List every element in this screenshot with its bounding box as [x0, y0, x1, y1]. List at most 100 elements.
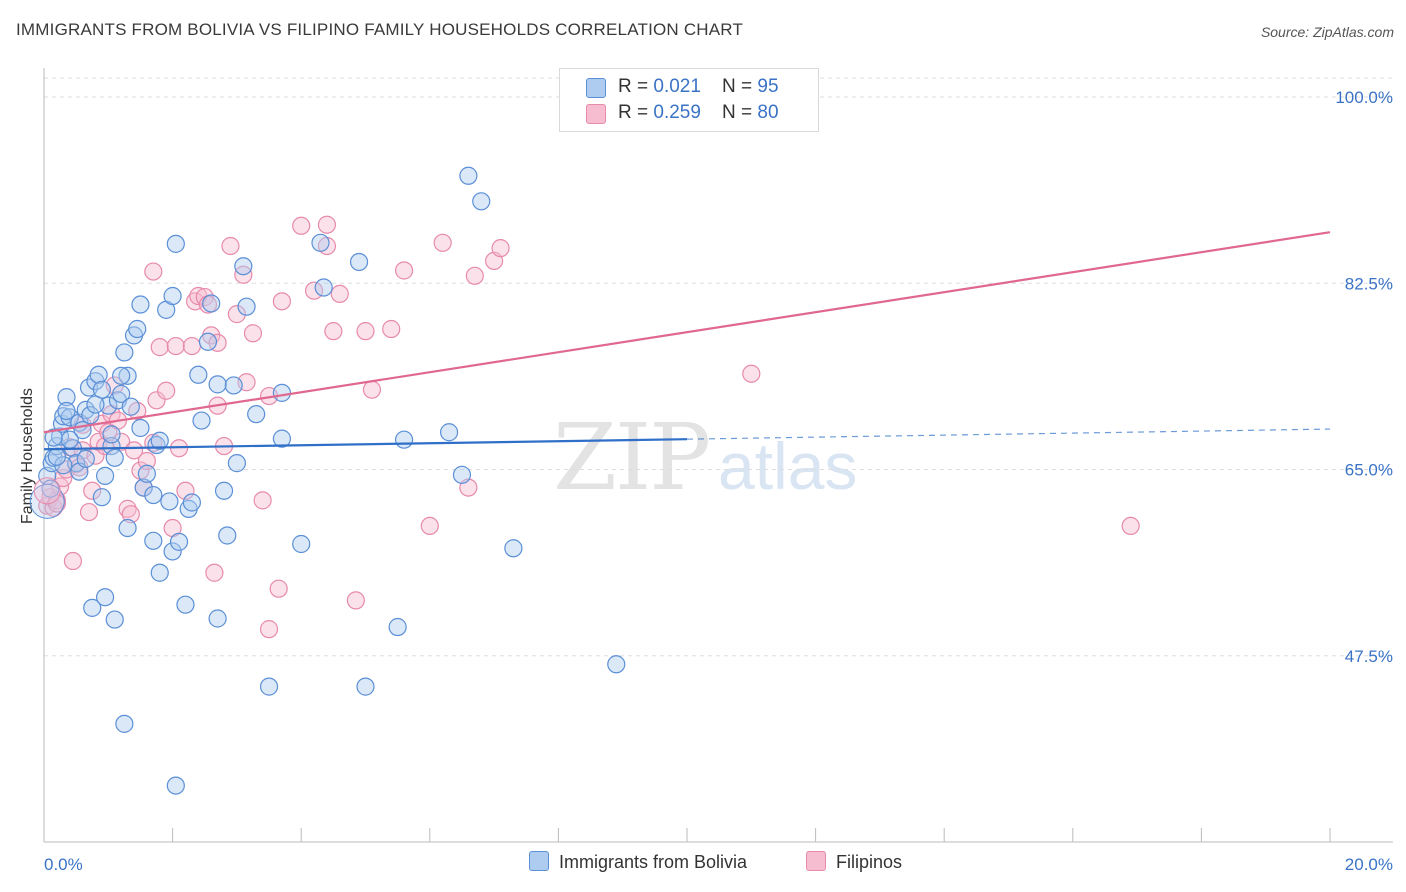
filipinos-point	[742, 364, 761, 383]
bolivia-point	[128, 319, 147, 339]
filipinos-point	[317, 215, 337, 234]
legend-n-label: N =	[722, 76, 758, 97]
bolivia-point	[166, 776, 185, 795]
bolivia-point	[349, 252, 369, 272]
filipinos-point	[121, 505, 140, 524]
watermark-zip: ZIP	[553, 404, 711, 511]
chart-title: IMMIGRANTS FROM BOLIVIA VS FILIPINO FAMI…	[16, 20, 744, 39]
filipinos-point	[150, 338, 169, 357]
bolivia-point	[292, 534, 311, 554]
filipinos-point	[124, 441, 144, 460]
bolivia-point	[192, 411, 211, 430]
filipinos-point	[112, 432, 131, 451]
bolivia-point	[118, 366, 137, 385]
filipinos-point	[304, 281, 324, 300]
filipinos-point	[1121, 516, 1140, 536]
filipinos-point	[147, 391, 166, 410]
filipinos-point	[420, 516, 439, 536]
x-tick-label-right: 20.0%	[1345, 855, 1393, 874]
filipinos-point	[227, 305, 246, 324]
bolivia-point	[272, 429, 292, 448]
legend-swatch-filipinos	[586, 104, 606, 124]
y-tick-label: 100.0%	[1335, 88, 1393, 107]
bolivia-point	[166, 234, 185, 253]
bolivia-point	[504, 539, 523, 558]
bolivia-point	[160, 492, 179, 511]
bolivia-point	[76, 449, 95, 468]
bolivia-point	[95, 466, 115, 485]
filipinos-point	[292, 216, 311, 235]
bolivia-point	[44, 428, 63, 447]
bolivia-point	[131, 418, 150, 438]
filipinos-point	[33, 477, 61, 505]
filipinos-point	[465, 266, 484, 285]
bolivia-point	[356, 677, 375, 696]
bolivia-point	[95, 588, 115, 607]
bolivia-point	[150, 563, 169, 582]
bolivia-trend-line	[43, 438, 688, 451]
legend-swatch-bolivia	[586, 78, 606, 98]
legend: R = 0.021 N = 95 R = 0.259 N = 80	[559, 68, 819, 132]
bolivia-point	[57, 401, 76, 421]
bolivia-point	[83, 598, 102, 617]
bolivia-point	[137, 464, 156, 483]
bolivia-point	[92, 488, 111, 507]
bolivia-point	[57, 388, 76, 407]
bolivia-point	[60, 430, 79, 449]
bolivia-point	[169, 532, 189, 551]
bolivia-point	[176, 595, 195, 614]
bolivia-point	[150, 431, 169, 450]
legend-n-value: 95	[757, 76, 779, 97]
filipinos-point	[346, 591, 365, 610]
filipinos-point	[362, 380, 382, 399]
bolivia-point	[452, 465, 472, 484]
bottom-legend-swatch-bolivia	[529, 851, 549, 871]
filipinos-point	[144, 262, 163, 281]
bolivia-point	[115, 343, 134, 362]
source-credit: Source: ZipAtlas.com	[1260, 24, 1394, 40]
filipinos-point	[259, 620, 279, 639]
filipinos-point	[86, 446, 105, 465]
filipinos-point	[272, 292, 292, 311]
filipinos-point	[382, 319, 401, 339]
bolivia-trend-line-extrapolated	[686, 428, 1331, 440]
x-tick-label-left: 0.0%	[44, 855, 83, 874]
bolivia-point	[202, 294, 221, 313]
bottom-legend-bolivia: Immigrants from Bolivia	[529, 851, 747, 873]
legend-n-label: N =	[722, 102, 758, 123]
bolivia-point	[472, 192, 491, 211]
bolivia-point	[218, 526, 237, 545]
legend-n-value: 80	[757, 102, 779, 123]
filipinos-point	[330, 284, 349, 303]
filipinos-point	[157, 381, 176, 400]
bolivia-point	[311, 233, 330, 252]
bolivia-point	[81, 406, 100, 425]
filipinos-point	[221, 236, 240, 256]
filipinos-point	[394, 261, 414, 280]
filipinos-point	[63, 551, 83, 571]
bolivia-point	[208, 609, 227, 628]
bolivia-point	[272, 383, 292, 402]
bolivia-point	[112, 384, 131, 404]
bolivia-point	[99, 396, 118, 415]
bolivia-point	[131, 295, 150, 314]
watermark-atlas: atlas	[718, 429, 858, 503]
bolivia-point	[227, 454, 246, 473]
bottom-legend-label-bolivia: Immigrants from Bolivia	[559, 852, 748, 872]
bolivia-point	[208, 375, 227, 394]
filipinos-point	[243, 324, 263, 343]
legend-r-label: R =	[618, 76, 654, 97]
legend-r-value: 0.259	[653, 102, 701, 123]
bolivia-point	[224, 376, 243, 395]
filipinos-point	[176, 481, 195, 500]
filipinos-point	[83, 481, 102, 500]
bolivia-point	[314, 278, 333, 297]
bolivia-point	[182, 493, 201, 512]
bolivia-point	[234, 257, 253, 276]
bolivia-point	[54, 407, 73, 426]
bolivia-point	[29, 483, 65, 519]
bolivia-point	[121, 397, 140, 416]
bolivia-point	[86, 395, 105, 414]
filipinos-point	[137, 451, 156, 471]
